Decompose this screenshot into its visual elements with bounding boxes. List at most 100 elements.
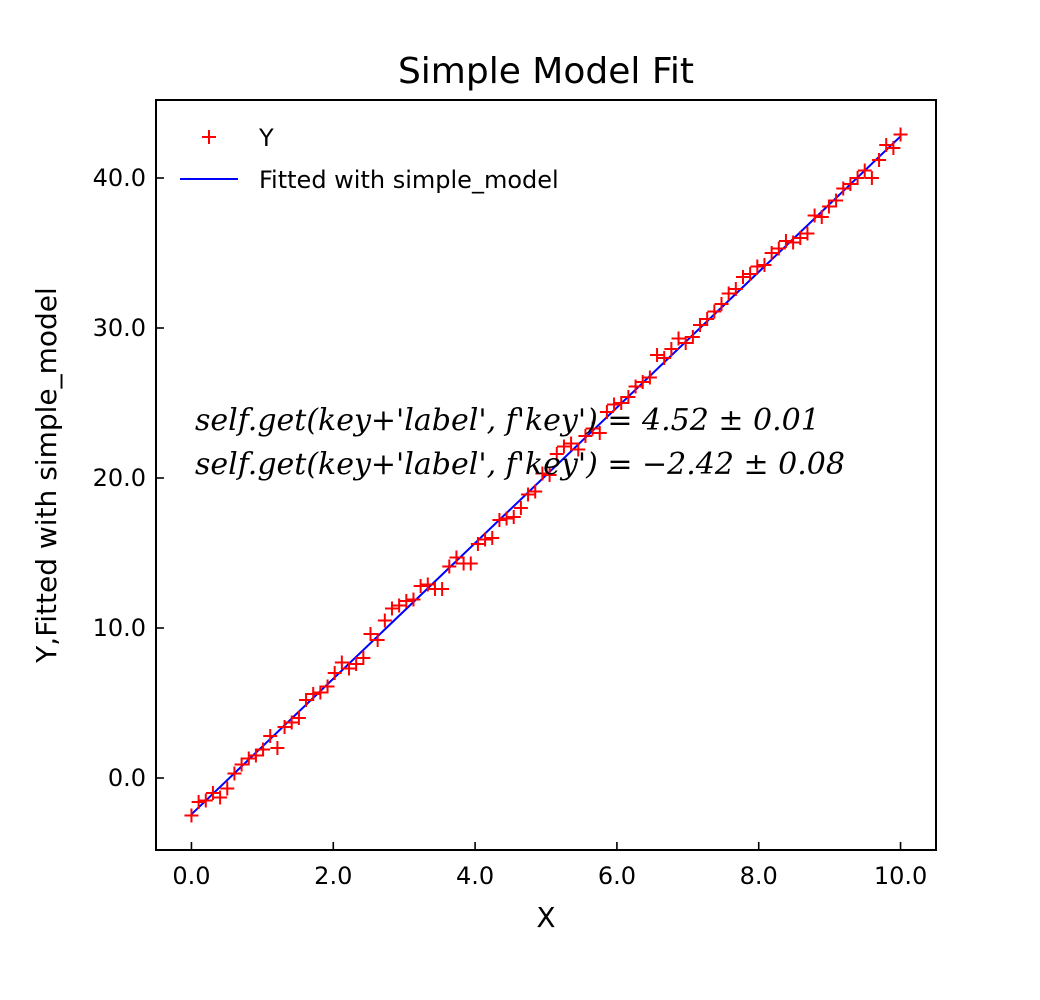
data-point xyxy=(420,577,435,592)
data-point xyxy=(628,379,643,394)
data-point xyxy=(642,370,657,385)
data-point xyxy=(707,304,722,319)
data-point xyxy=(829,193,844,208)
axis-ticks: 0.0 2.0 4.0 6.0 8.0 10.0 0.0 10.0 20.0 30.0 40.0 xyxy=(93,164,928,890)
data-point xyxy=(864,171,879,185)
data-point xyxy=(850,171,865,185)
data-point xyxy=(241,751,256,766)
data-point xyxy=(821,199,836,214)
data-point xyxy=(721,286,736,301)
data-point xyxy=(284,715,299,730)
data-point xyxy=(384,601,399,616)
plot-frame xyxy=(155,99,937,851)
data-point xyxy=(571,442,586,457)
data-point xyxy=(592,426,607,440)
data-point xyxy=(306,687,321,701)
data-point xyxy=(556,439,571,454)
data-point xyxy=(664,342,679,356)
data-point xyxy=(621,390,636,404)
data-point xyxy=(449,550,464,565)
data-point xyxy=(399,594,414,608)
data-point xyxy=(750,259,765,274)
data-point xyxy=(270,741,285,755)
data-point xyxy=(198,793,213,808)
data-point xyxy=(778,234,793,248)
data-point xyxy=(671,331,686,346)
y-tick-label: 10.0 xyxy=(93,614,146,642)
y-axis-label: Y,Fitted with simple_model xyxy=(30,287,63,664)
data-point xyxy=(528,484,543,499)
data-point xyxy=(542,468,557,482)
data-point xyxy=(349,657,364,671)
data-point xyxy=(893,127,908,142)
data-point xyxy=(735,270,750,284)
data-point xyxy=(506,510,521,524)
data-point xyxy=(291,711,306,725)
data-point xyxy=(413,579,428,593)
data-point xyxy=(327,666,342,680)
data-point xyxy=(836,181,851,196)
x-tick-label: 4.0 xyxy=(456,862,494,890)
data-point xyxy=(256,742,271,757)
plot-area xyxy=(184,127,908,823)
data-point xyxy=(220,781,235,796)
data-point xyxy=(406,592,421,607)
data-point xyxy=(277,720,292,734)
data-point xyxy=(442,559,457,574)
data-point xyxy=(263,729,278,743)
data-point xyxy=(248,748,263,763)
data-point xyxy=(485,531,500,545)
x-tick-label: 8.0 xyxy=(740,862,778,890)
data-point xyxy=(564,436,579,451)
data-point xyxy=(578,429,593,443)
data-point xyxy=(700,312,715,326)
data-point xyxy=(599,405,614,419)
data-point xyxy=(299,693,314,707)
data-point xyxy=(879,138,894,152)
data-point xyxy=(793,231,808,245)
data-point xyxy=(607,397,622,412)
x-tick-label: 0.0 xyxy=(172,862,210,890)
data-point xyxy=(370,633,385,647)
data-point xyxy=(191,795,206,809)
data-point xyxy=(693,318,708,332)
data-point xyxy=(800,226,815,241)
data-point xyxy=(470,537,485,551)
data-point xyxy=(377,613,392,628)
data-point xyxy=(757,258,772,272)
y-tick-label: 20.0 xyxy=(93,464,146,492)
chart-title: Simple Model Fit xyxy=(398,51,694,92)
data-point xyxy=(435,582,450,596)
x-tick-label: 6.0 xyxy=(598,862,636,890)
data-point xyxy=(334,655,349,670)
data-point xyxy=(771,241,786,256)
data-point xyxy=(463,556,478,571)
x-tick-label: 10.0 xyxy=(874,862,927,890)
data-point xyxy=(342,661,357,676)
data-point xyxy=(521,487,536,502)
data-point xyxy=(184,808,199,823)
data-point xyxy=(313,685,328,700)
data-point xyxy=(205,786,220,800)
y-tick-label: 0.0 xyxy=(108,764,146,792)
data-point xyxy=(499,511,514,526)
data-point xyxy=(685,330,700,344)
data-point xyxy=(650,348,665,362)
data-point xyxy=(635,375,650,389)
data-point xyxy=(549,447,564,461)
data-point xyxy=(764,246,779,260)
data-point xyxy=(513,501,528,515)
legend-label-fit: Fitted with simple_model xyxy=(259,166,559,194)
data-point xyxy=(492,513,507,527)
data-point xyxy=(478,532,493,547)
annotation-intercept: self.get(key+'label', f'key') = −2.42 ± … xyxy=(195,447,845,482)
data-point xyxy=(843,177,858,191)
data-point xyxy=(213,790,228,805)
legend-label-y: Y xyxy=(258,124,274,152)
data-point xyxy=(227,766,242,781)
data-point xyxy=(857,163,872,178)
x-axis-label: X xyxy=(536,901,555,934)
data-point xyxy=(678,336,693,350)
annotation-slope: self.get(key+'label', f'key') = 4.52 ± 0… xyxy=(195,403,820,438)
